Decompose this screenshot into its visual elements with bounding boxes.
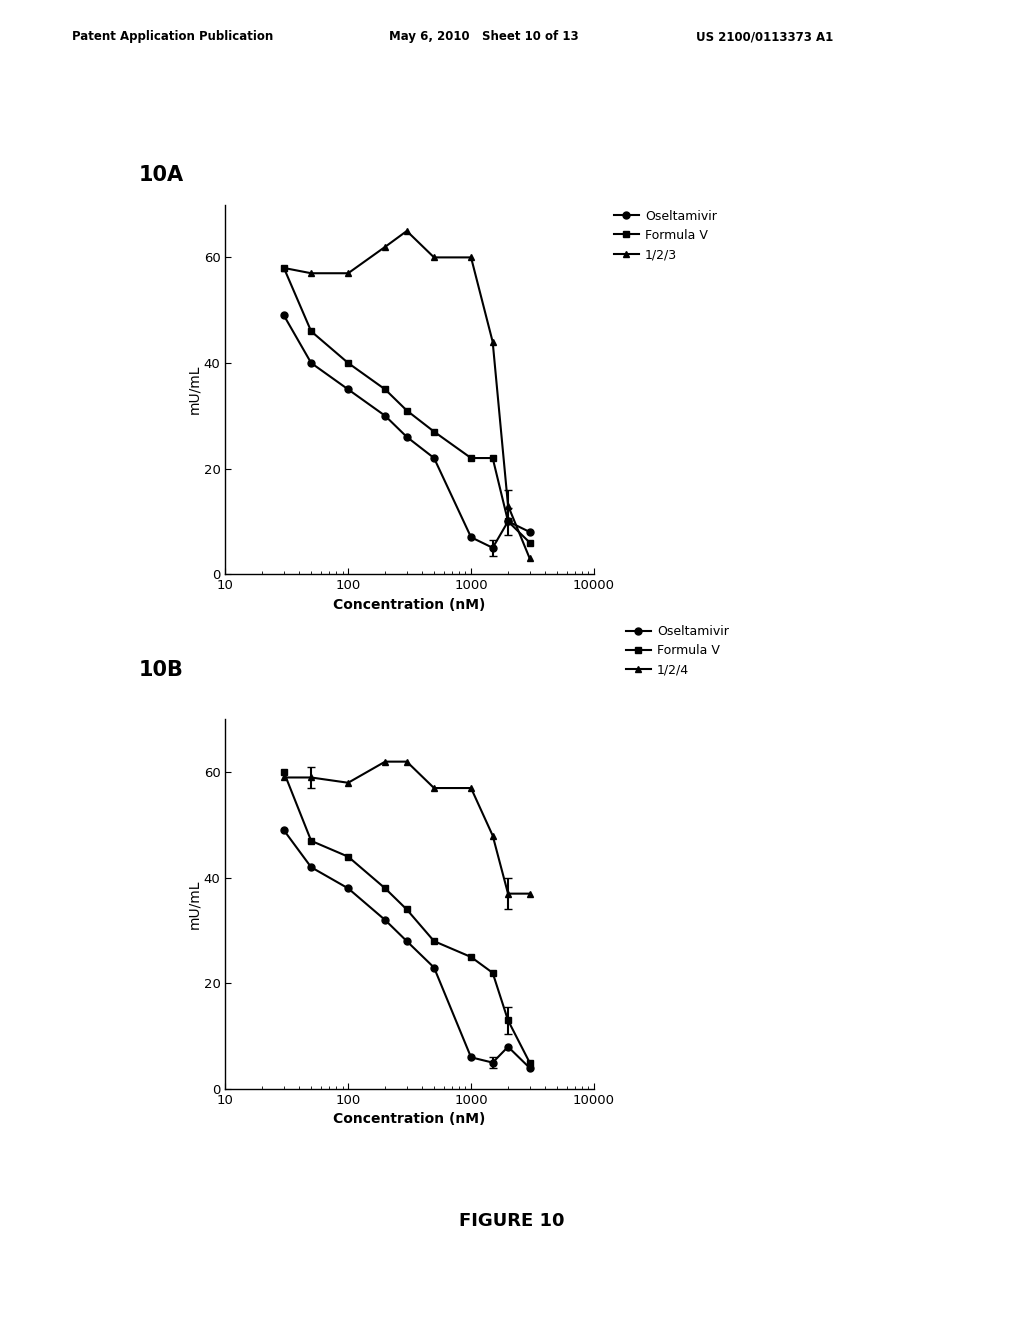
Text: May 6, 2010   Sheet 10 of 13: May 6, 2010 Sheet 10 of 13 [389, 30, 579, 44]
Y-axis label: mU/mL: mU/mL [186, 879, 201, 929]
Text: 10B: 10B [138, 660, 183, 680]
Y-axis label: mU/mL: mU/mL [186, 364, 201, 414]
X-axis label: Concentration (nM): Concentration (nM) [334, 598, 485, 611]
Text: FIGURE 10: FIGURE 10 [459, 1212, 565, 1230]
Text: Patent Application Publication: Patent Application Publication [72, 30, 273, 44]
Text: US 2100/0113373 A1: US 2100/0113373 A1 [696, 30, 834, 44]
Legend: Oseltamivir, Formula V, 1/2/3: Oseltamivir, Formula V, 1/2/3 [608, 205, 722, 267]
Legend: Oseltamivir, Formula V, 1/2/4: Oseltamivir, Formula V, 1/2/4 [621, 620, 734, 681]
X-axis label: Concentration (nM): Concentration (nM) [334, 1113, 485, 1126]
Text: 10A: 10A [138, 165, 183, 185]
